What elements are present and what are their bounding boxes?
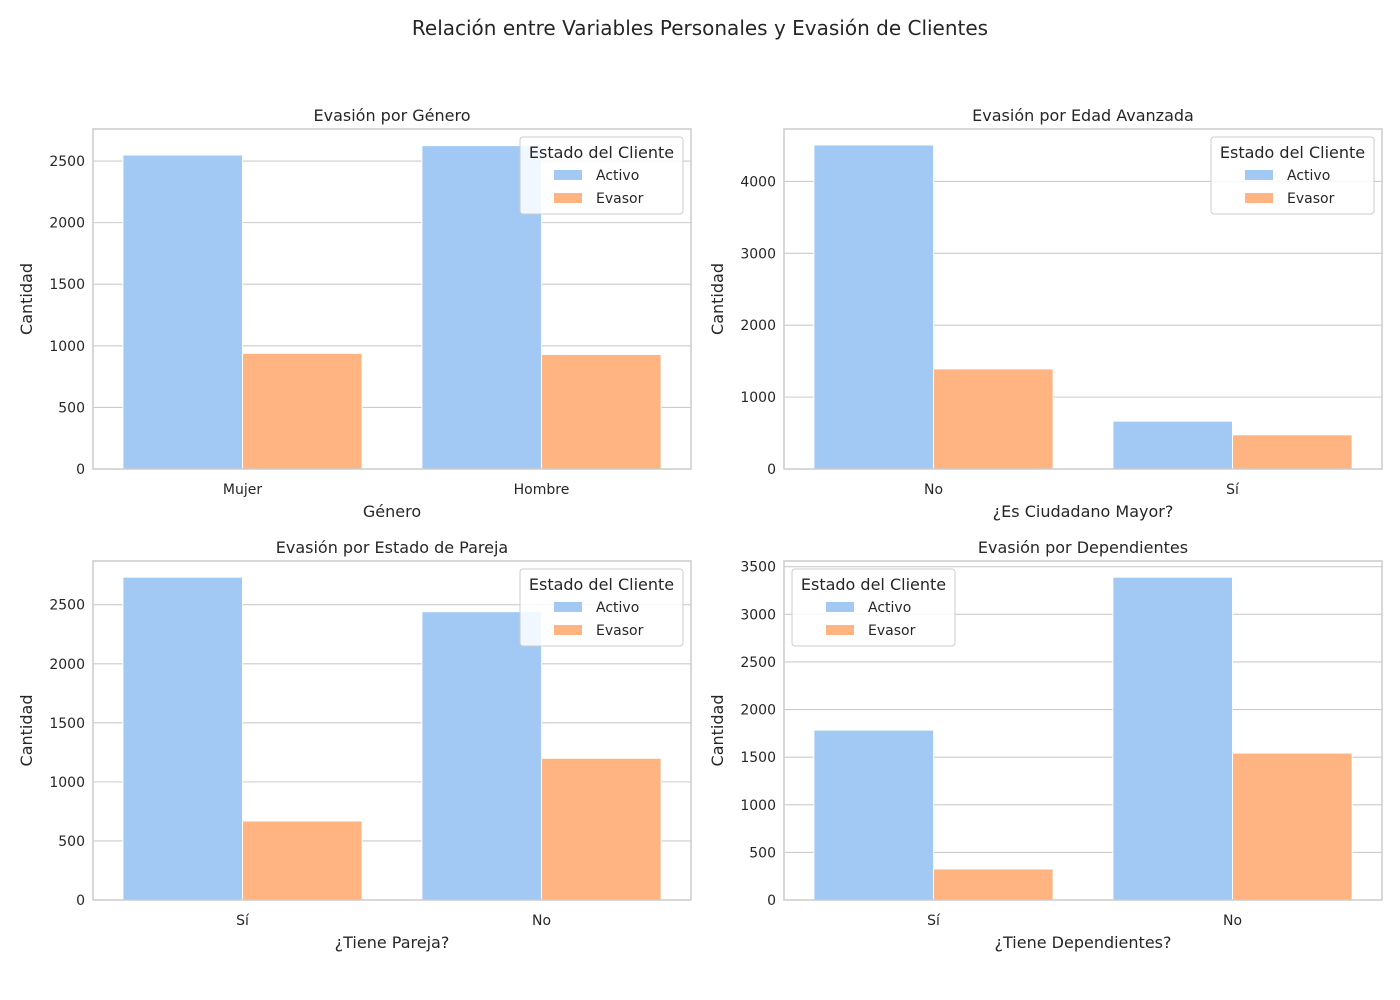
legend-label-evasor: Evasor: [1287, 191, 1335, 207]
x-tick-label: No: [1223, 913, 1242, 929]
x-tick-label: Sí: [1226, 482, 1240, 498]
chart-panel-4: 0 500 1000 1500 2000 2500 3000 3500 Sí No Evasión …: [708, 538, 1383, 952]
legend: Estado del Cliente Activo Evasor: [1210, 136, 1375, 215]
y-tick-label: 1000: [740, 798, 776, 814]
bar-evasor-mujer: [242, 352, 363, 470]
bar-evasor-no: [541, 757, 662, 901]
axes-frame: [92, 128, 692, 470]
y-tick-label: 3000: [740, 607, 776, 623]
bar-evasor-no: [933, 368, 1054, 470]
y-tick-label: 0: [767, 893, 776, 909]
x-axis-label: ¿Tiene Dependientes?: [995, 933, 1172, 952]
y-axis-label: Cantidad: [708, 263, 727, 335]
x-axis-label: Género: [363, 502, 421, 521]
x-tick-label: Mujer: [223, 482, 262, 498]
panel-title: Evasión por Edad Avanzada: [972, 106, 1194, 125]
legend-title: Estado del Cliente: [529, 575, 674, 594]
chart-panel-2: 0 1000 2000 3000 4000 No Sí Evasión por Edad Av…: [708, 106, 1383, 521]
bar-activo-sí: [1112, 420, 1234, 470]
legend-title: Estado del Cliente: [801, 575, 946, 594]
y-tick-label: 500: [58, 400, 85, 416]
y-tick-label: 2000: [740, 703, 776, 719]
x-axis-label: ¿Es Ciudadano Mayor?: [993, 502, 1174, 521]
legend-swatch-evasor: [826, 625, 854, 635]
bar-activo-sí: [122, 576, 243, 901]
y-tick-label: 1500: [740, 750, 776, 766]
legend-title: Estado del Cliente: [1220, 143, 1365, 162]
chart-panel-3: 0 500 1000 1500 2000 2500 Sí No Evasión por Esta…: [17, 538, 692, 952]
chart-panel-1: 0 500 1000 1500 2000 2500 Mujer Hombre Evasión p…: [17, 106, 692, 521]
y-tick-label: 2500: [740, 655, 776, 671]
x-tick-label: Sí: [927, 913, 941, 929]
legend-title: Estado del Cliente: [529, 143, 674, 162]
legend-swatch-evasor: [554, 625, 582, 635]
y-tick-label: 1000: [49, 339, 85, 355]
y-tick-label: 2500: [49, 154, 85, 170]
panel-title: Evasión por Estado de Pareja: [276, 538, 508, 557]
bar-activo-no: [813, 144, 935, 470]
legend-swatch-activo: [554, 602, 582, 612]
legend-swatch-activo: [554, 170, 582, 180]
bar-evasor-sí: [933, 868, 1054, 901]
x-axis-label: ¿Tiene Pareja?: [335, 933, 450, 952]
y-tick-label: 4000: [740, 174, 776, 190]
x-tick-label: No: [532, 913, 551, 929]
y-axis-label: Cantidad: [17, 263, 36, 335]
y-axis-label: Cantidad: [708, 695, 727, 767]
y-tick-label: 1500: [49, 277, 85, 293]
y-tick-label: 1500: [49, 716, 85, 732]
x-tick-label: Hombre: [514, 482, 570, 498]
y-tick-label: 1000: [740, 390, 776, 406]
y-tick-label: 500: [58, 834, 85, 850]
legend-label-evasor: Evasor: [596, 191, 644, 207]
bar-evasor-no: [1232, 752, 1353, 901]
bar-evasor-hombre: [541, 353, 662, 470]
bar-activo-no: [421, 611, 542, 901]
panel-title: Evasión por Dependientes: [978, 538, 1188, 557]
panel-title: Evasión por Género: [313, 106, 470, 125]
y-tick-label: 0: [76, 462, 85, 478]
legend-label-activo: Activo: [596, 168, 639, 184]
legend-label-evasor: Evasor: [596, 623, 644, 639]
bar-activo-sí: [813, 729, 935, 901]
legend-swatch-activo: [826, 602, 854, 612]
y-tick-label: 1000: [49, 775, 85, 791]
axes-frame: [783, 128, 1383, 470]
y-tick-label: 0: [76, 893, 85, 909]
figure-title: Relación entre Variables Personales y Ev…: [411, 16, 989, 40]
y-tick-label: 500: [749, 845, 776, 861]
bar-activo-no: [1112, 576, 1234, 901]
legend-swatch-evasor: [1245, 193, 1273, 203]
legend-label-evasor: Evasor: [868, 623, 916, 639]
legend-label-activo: Activo: [1287, 168, 1330, 184]
y-tick-label: 2000: [49, 657, 85, 673]
legend-swatch-evasor: [554, 193, 582, 203]
x-tick-label: No: [924, 482, 943, 498]
y-tick-label: 0: [767, 462, 776, 478]
legend: Estado del Cliente Activo Evasor: [519, 568, 684, 647]
bar-evasor-sí: [242, 820, 363, 901]
bar-evasor-sí: [1232, 434, 1353, 470]
legend-label-activo: Activo: [868, 600, 911, 616]
legend: Estado del Cliente Activo Evasor: [519, 136, 684, 215]
legend-label-activo: Activo: [596, 600, 639, 616]
y-tick-label: 2500: [49, 598, 85, 614]
y-tick-label: 2000: [49, 216, 85, 232]
y-tick-label: 3500: [740, 560, 776, 576]
bar-activo-mujer: [122, 154, 243, 470]
y-axis-label: Cantidad: [17, 695, 36, 767]
legend: Estado del Cliente Activo Evasor: [791, 568, 956, 647]
y-tick-label: 3000: [740, 246, 776, 262]
axes-frame: [783, 560, 1383, 901]
y-tick-label: 2000: [740, 318, 776, 334]
x-tick-label: Sí: [236, 913, 250, 929]
axes-frame: [92, 560, 692, 901]
legend-swatch-activo: [1245, 170, 1273, 180]
